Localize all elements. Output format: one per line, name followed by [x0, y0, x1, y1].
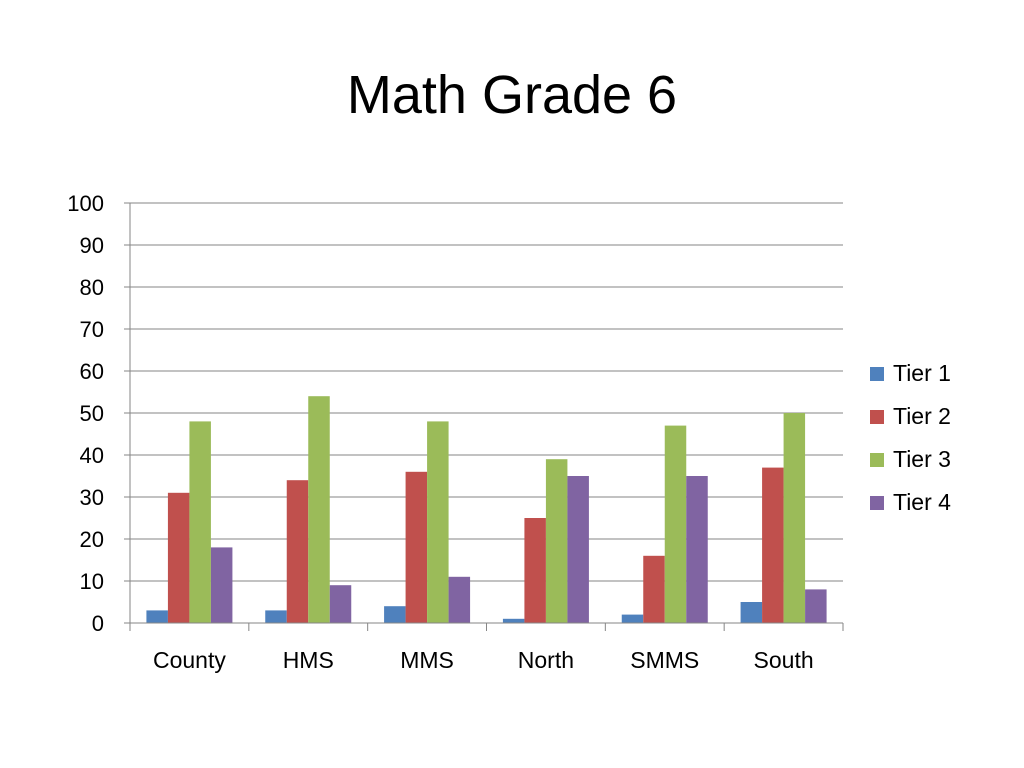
chart-title: Math Grade 6 [346, 65, 678, 125]
bar-tier-2-south [762, 467, 784, 623]
legend-item: Tier 3 [870, 438, 951, 481]
bar-tier-4-south [805, 589, 827, 623]
legend-swatch [870, 452, 884, 467]
x-tick-label: County [153, 647, 226, 673]
y-tick-labels: 0 10 20 30 40 50 60 70 80 90 100 [67, 191, 104, 636]
bar-tier-2-mms [405, 471, 428, 623]
y-tick-label: 0 [92, 611, 104, 636]
bar-tier-3-south [783, 413, 806, 623]
y-tick-label: 100 [67, 191, 104, 216]
x-tick-label: SMMS [630, 647, 699, 673]
bar-tier-2-county [167, 492, 190, 623]
x-tick-label: North [518, 647, 574, 673]
bar-tier-4-county [210, 547, 233, 623]
y-tick-label: 50 [80, 401, 104, 426]
y-tick-label: 40 [80, 443, 104, 468]
legend-swatch [870, 366, 884, 381]
bar-tier-4-hms [329, 585, 352, 623]
x-tick-labels: County HMS MMS North SMMS South [153, 647, 814, 673]
x-tick-label: South [754, 647, 814, 673]
bars [146, 396, 827, 623]
legend-item: Tier 4 [870, 481, 951, 524]
bar-tier-3-county [189, 421, 211, 623]
x-tick-label: MMS [400, 647, 454, 673]
legend-label: Tier 1 [893, 360, 951, 386]
legend-label: Tier 4 [893, 489, 951, 515]
bar-tier-3-north [545, 459, 568, 623]
bar-tier-1-county [146, 610, 168, 623]
y-tick-label: 80 [80, 275, 104, 300]
legend: Tier 1 Tier 2 Tier 3 Tier 4 [870, 352, 951, 524]
y-tick-label: 70 [80, 317, 104, 342]
bar-tier-1-smms [621, 614, 644, 623]
bar-tier-2-hms [286, 480, 309, 623]
y-tick-label: 20 [80, 527, 104, 552]
bar-tier-4-smms [686, 476, 708, 623]
y-tick-label: 90 [80, 233, 104, 258]
bar-tier-2-smms [643, 555, 665, 623]
legend-swatch [870, 409, 884, 424]
bar-tier-2-north [524, 518, 546, 623]
bar-tier-1-hms [265, 610, 287, 623]
legend-label: Tier 3 [893, 446, 951, 472]
legend-swatch [870, 495, 884, 510]
bar-tier-4-north [567, 476, 589, 623]
bar-tier-1-north [502, 618, 525, 623]
bar-tier-1-mms [384, 606, 406, 623]
bar-tier-3-smms [664, 425, 687, 623]
x-tick-label: HMS [283, 647, 334, 673]
bar-tier-4-mms [448, 576, 471, 623]
legend-item: Tier 2 [870, 395, 951, 438]
bar-tier-3-hms [308, 396, 330, 623]
gridlines [130, 202, 843, 582]
legend-label: Tier 2 [893, 403, 951, 429]
axes [124, 202, 844, 631]
bar-tier-1-south [740, 602, 763, 623]
y-tick-label: 60 [80, 359, 104, 384]
y-tick-label: 30 [80, 485, 104, 510]
bar-tier-3-mms [427, 421, 449, 623]
y-tick-label: 10 [80, 569, 104, 594]
legend-item: Tier 1 [870, 352, 951, 395]
